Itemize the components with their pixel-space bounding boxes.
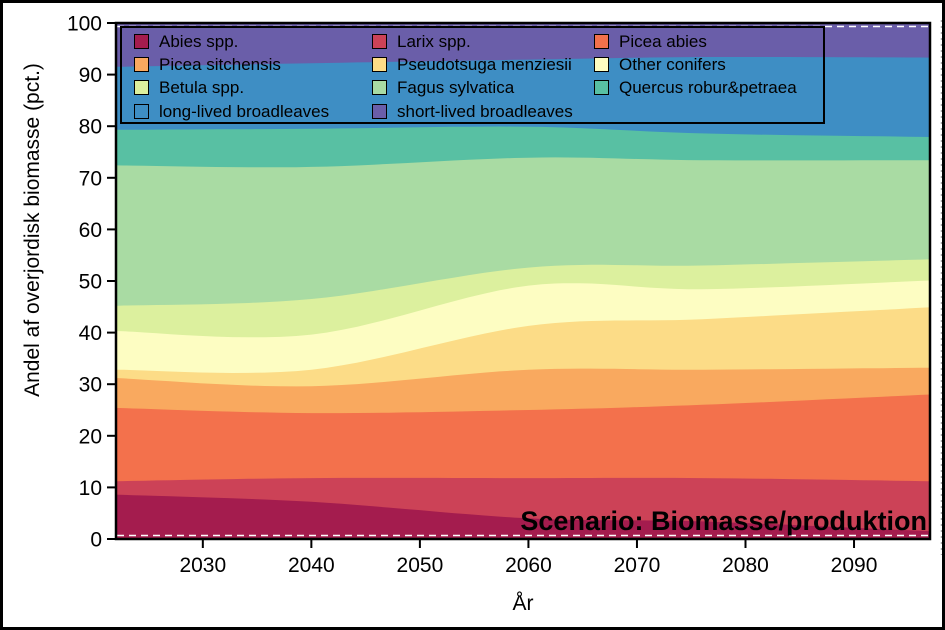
legend-item-betula-spp: Betula spp. [134,79,372,96]
legend-label: short-lived broadleaves [397,101,573,121]
y-tick-label: 10 [79,477,102,500]
x-tick-label: 2050 [397,554,444,577]
legend-label: Larix spp. [397,32,471,52]
legend-swatch-quercus-robur-petraea [594,80,609,96]
y-tick-label: 80 [79,116,102,139]
legend-item-short-lived-broadleaves: short-lived broadleaves [372,103,594,120]
y-tick-label: 70 [79,167,102,190]
legend-swatch-long-lived-broadleaves [134,103,149,119]
y-tick-label: 20 [79,425,102,448]
legend-label: Abies spp. [159,32,239,52]
legend-item-long-lived-broadleaves: long-lived broadleaves [134,103,372,120]
legend-label: Betula spp. [159,78,245,98]
legend-item-picea-abies: Picea abies [594,33,823,50]
x-tick-label: 2080 [722,554,769,577]
legend-swatch-larix-spp [372,34,387,50]
legend-item-larix-spp: Larix spp. [372,33,594,50]
legend-swatch-picea-abies [594,34,609,50]
legend-label: long-lived broadleaves [159,101,330,121]
legend-swatch-picea-sitchensis [134,57,149,73]
legend-swatch-abies-spp [134,34,149,50]
x-tick-label: 2090 [831,554,878,577]
legend-label: Pseudotsuga menziesii [397,55,572,75]
legend-item-other-conifers: Other conifers [594,56,823,73]
legend-swatch-other-conifers [594,57,609,73]
legend-label: Fagus sylvatica [397,78,515,98]
legend-label: Quercus robur&petraea [619,78,797,98]
legend-item-pseudotsuga-menziesii: Pseudotsuga menziesii [372,56,594,73]
y-tick-label: 30 [79,374,102,397]
legend-swatch-betula-spp [134,80,149,96]
legend-label: Other conifers [619,55,726,75]
legend-swatch-pseudotsuga-menziesii [372,57,387,73]
x-axis-title: År [513,592,534,615]
y-tick-label: 100 [67,13,102,36]
legend-item-quercus-robur-petraea: Quercus robur&petraea [594,79,823,96]
y-tick-label: 60 [79,219,102,242]
legend-swatch-short-lived-broadleaves [372,103,387,119]
legend-item-abies-spp: Abies spp. [134,33,372,50]
y-axis-title: Andel af overjordisk biomasse (pct.) [21,63,44,397]
scenario-annotation: Scenario: Biomasse/produktion [520,506,927,536]
x-tick-label: 2070 [614,554,661,577]
legend-label: Picea abies [619,32,707,52]
x-tick-label: 2040 [288,554,335,577]
legend-label: Picea sitchensis [159,55,281,75]
y-tick-label: 50 [79,271,102,294]
chart-legend: Abies spp. Larix spp. Picea abies Picea … [120,26,825,124]
y-tick-label: 0 [90,529,102,552]
legend-item-picea-sitchensis: Picea sitchensis [134,56,372,73]
legend-swatch-fagus-sylvatica [372,80,387,96]
x-tick-label: 2030 [179,554,226,577]
y-tick-label: 90 [79,64,102,87]
y-tick-label: 40 [79,322,102,345]
legend-item-fagus-sylvatica: Fagus sylvatica [372,79,594,96]
x-tick-label: 2060 [505,554,552,577]
